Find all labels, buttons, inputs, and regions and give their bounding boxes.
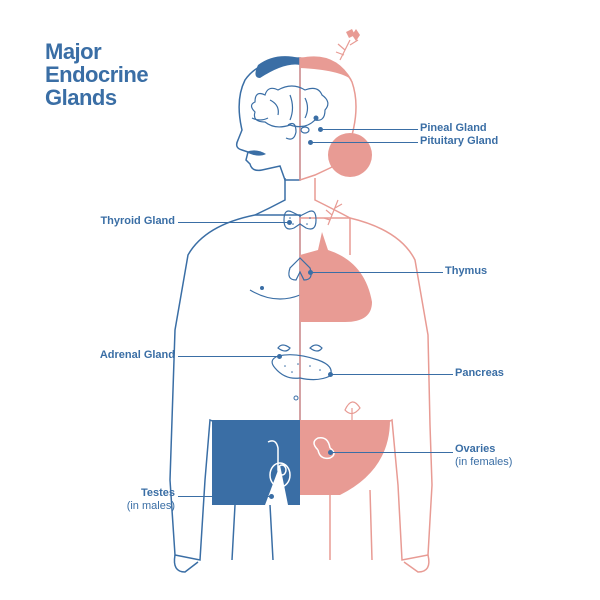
leaf-brief-icon	[345, 402, 360, 420]
label-ovaries: Ovaries (in females)	[455, 443, 512, 469]
leader-pancreas	[330, 374, 453, 375]
neck-female	[315, 178, 350, 218]
leg-female	[330, 490, 372, 560]
leader-thymus	[310, 272, 443, 273]
nipple-male	[260, 286, 264, 290]
label-testes: Testes (in males)	[127, 487, 175, 513]
eye-male	[252, 118, 268, 120]
navel-icon	[294, 396, 298, 400]
leader-thyroid	[178, 222, 290, 223]
hair-female-top	[300, 56, 352, 80]
label-adrenal: Adrenal Gland	[100, 349, 175, 362]
leader-pituitary	[310, 142, 418, 143]
hair-bun	[328, 133, 372, 177]
neck-male	[255, 178, 285, 215]
label-pineal: Pineal Gland	[420, 122, 487, 135]
female-briefs	[300, 420, 390, 495]
label-pancreas: Pancreas	[455, 367, 504, 380]
leader-pineal	[320, 129, 418, 130]
pineal-gland-icon	[314, 116, 319, 121]
chest-male	[250, 290, 300, 299]
hair-male	[255, 56, 300, 78]
brain-icon	[252, 86, 328, 127]
label-thyroid: Thyroid Gland	[100, 215, 175, 228]
label-pituitary: Pituitary Gland	[420, 135, 498, 148]
pituitary-gland-icon	[301, 127, 309, 133]
male-shorts	[212, 420, 300, 505]
flower-icon	[346, 29, 360, 41]
mustache-icon	[246, 150, 266, 155]
leg-male	[232, 505, 273, 560]
body-diagram	[0, 0, 600, 600]
label-thymus: Thymus	[445, 265, 487, 278]
leader-adrenal	[178, 356, 280, 357]
flora-head-icon	[336, 40, 358, 60]
leader-testes	[178, 496, 272, 497]
leader-ovaries	[330, 452, 453, 453]
